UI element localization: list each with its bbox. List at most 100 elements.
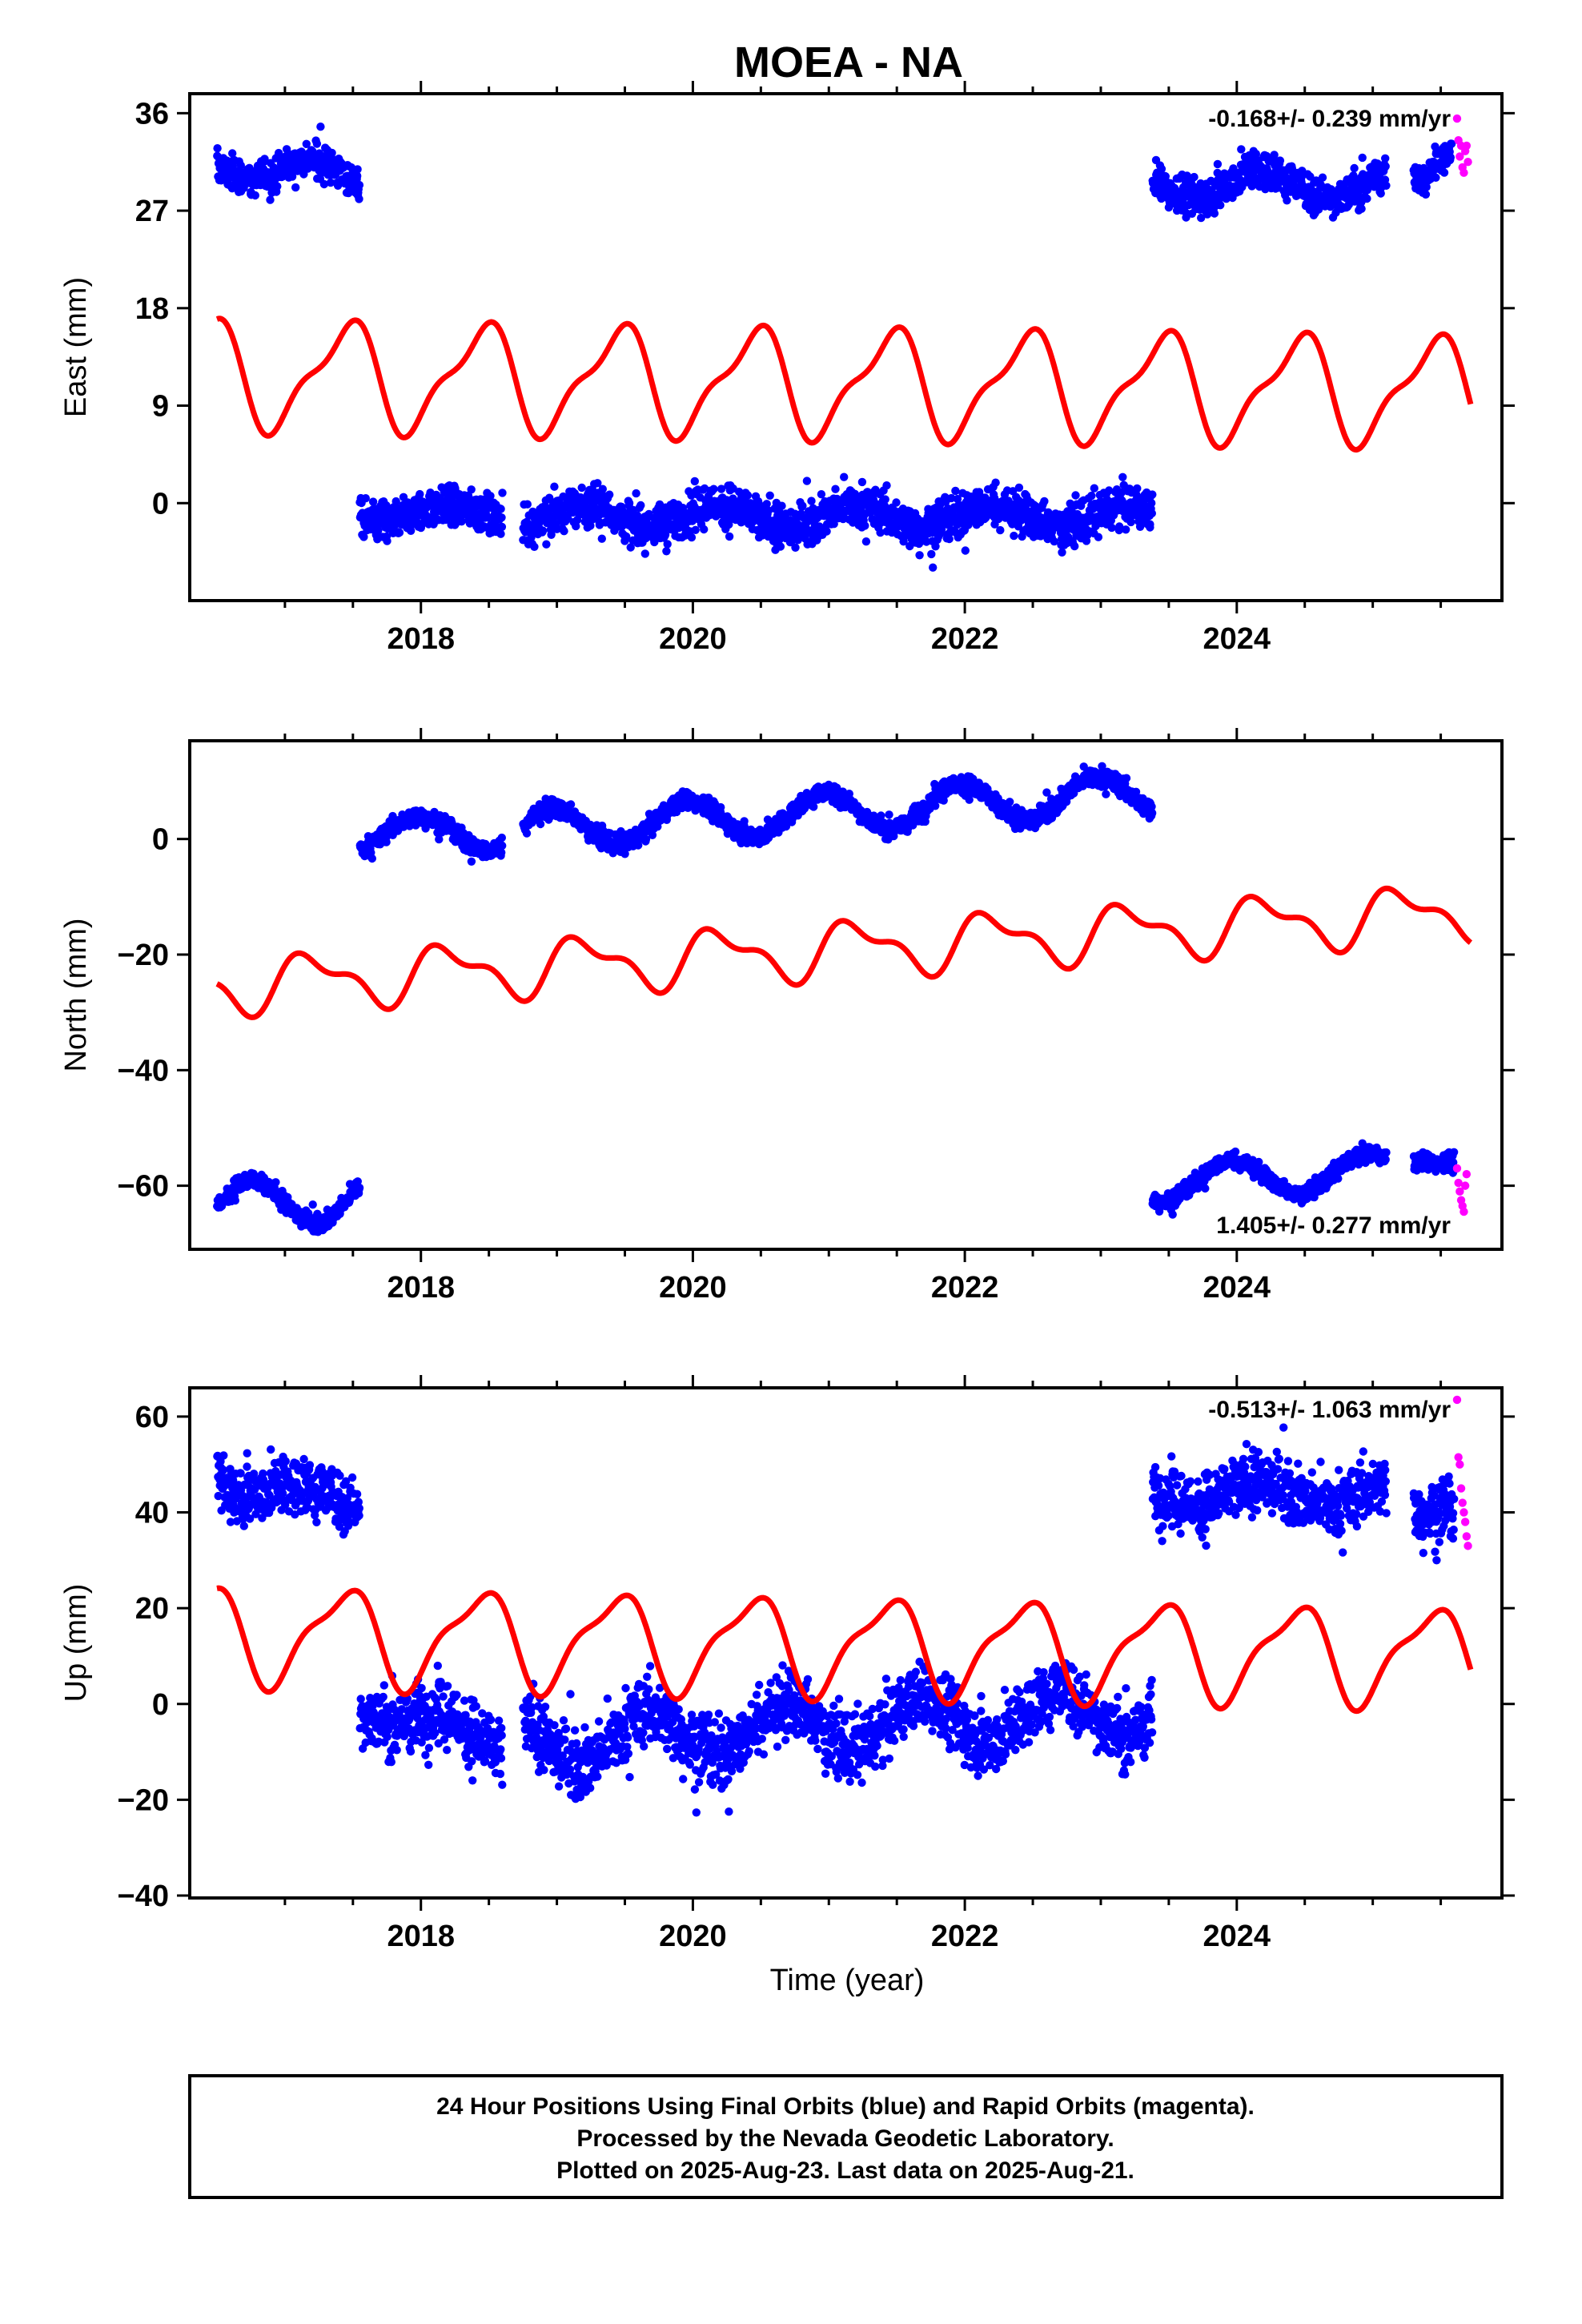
data-point — [765, 491, 774, 500]
data-point — [530, 542, 539, 551]
data-point — [1070, 541, 1079, 551]
data-point — [1431, 173, 1440, 182]
data-point — [663, 540, 672, 549]
data-point — [605, 490, 614, 499]
data-point — [700, 525, 709, 534]
data-point — [1237, 145, 1246, 154]
data-point — [1133, 484, 1142, 493]
data-point — [566, 800, 576, 809]
data-point — [312, 139, 322, 148]
y-tick-label: 27 — [135, 195, 169, 228]
plot-frame — [188, 92, 1504, 602]
data-point — [498, 841, 507, 850]
data-point — [498, 489, 507, 497]
data-point — [497, 513, 506, 522]
data-point — [1283, 196, 1291, 205]
data-point — [1014, 483, 1024, 493]
data-point — [395, 528, 404, 537]
data-point — [1381, 154, 1390, 163]
x-tick-label: 2020 — [659, 622, 727, 656]
data-point — [1148, 490, 1157, 499]
data-point — [260, 155, 269, 163]
data-point — [382, 838, 391, 846]
data-point — [302, 139, 311, 148]
data-point — [467, 485, 476, 494]
data-point — [927, 549, 936, 559]
data-point — [416, 489, 424, 499]
data-point — [1381, 162, 1390, 171]
data-point — [1006, 798, 1014, 806]
rapid-point — [1460, 168, 1468, 177]
data-point — [915, 551, 924, 560]
data-point — [1058, 548, 1066, 557]
rapid-point — [1462, 141, 1472, 151]
data-point — [640, 549, 649, 558]
data-point — [327, 148, 336, 158]
data-point — [1358, 153, 1367, 163]
data-point — [1216, 201, 1225, 210]
data-point — [368, 497, 378, 506]
data-point — [353, 171, 362, 180]
data-point — [319, 179, 329, 189]
y-tick-label: 0 — [152, 823, 169, 857]
data-point — [1421, 190, 1431, 199]
data-point — [539, 526, 548, 535]
y-tick-label: 18 — [135, 292, 169, 326]
data-point — [929, 563, 938, 572]
data-point — [1146, 523, 1154, 532]
data-point — [885, 810, 893, 819]
data-point — [367, 854, 376, 863]
data-point — [273, 182, 282, 191]
y-tick-label: −20 — [118, 939, 169, 972]
data-point — [231, 1196, 239, 1205]
data-point — [831, 485, 840, 493]
x-tick-label: 2018 — [387, 622, 455, 656]
data-point — [1040, 497, 1049, 506]
x-tick-label: 2024 — [1203, 1271, 1271, 1305]
data-point — [266, 195, 275, 204]
data-point — [597, 534, 606, 543]
data-point — [442, 515, 451, 524]
data-point — [725, 532, 734, 541]
data-point — [1122, 525, 1130, 534]
data-point — [560, 527, 568, 536]
data-point — [881, 495, 889, 504]
data-point — [1210, 209, 1219, 218]
data-point — [632, 489, 640, 498]
data-point — [662, 547, 671, 556]
data-point — [228, 149, 237, 158]
velocity-label: -0.168+/- 0.239 mm/yr — [1208, 106, 1451, 132]
data-point — [1094, 533, 1103, 541]
data-point — [740, 817, 749, 826]
data-point — [809, 802, 818, 811]
data-point — [961, 546, 970, 555]
y-axis-title: North (mm) — [59, 918, 93, 1072]
data-point — [1071, 491, 1080, 500]
data-point — [467, 857, 476, 866]
data-point — [598, 485, 607, 493]
data-point — [709, 485, 718, 493]
data-point — [817, 490, 826, 499]
data-point — [355, 180, 364, 190]
data-point — [861, 521, 869, 530]
x-tick-label: 2020 — [659, 1271, 727, 1305]
rapid-point — [1464, 158, 1472, 167]
data-point — [497, 522, 507, 532]
data-point — [355, 1184, 364, 1192]
y-tick-label: −40 — [118, 1054, 169, 1088]
data-point — [496, 505, 505, 513]
data-point — [636, 501, 645, 510]
data-point — [1439, 168, 1449, 177]
y-tick-label: 36 — [135, 97, 169, 131]
data-point — [1157, 164, 1166, 174]
x-tick-label: 2024 — [1203, 622, 1271, 656]
data-point — [1087, 491, 1096, 501]
y-tick-label: −60 — [118, 1170, 169, 1204]
data-point — [717, 802, 725, 812]
data-point — [1147, 499, 1156, 508]
data-point — [1446, 153, 1456, 162]
data-point — [807, 497, 816, 505]
data-point — [1363, 194, 1371, 203]
